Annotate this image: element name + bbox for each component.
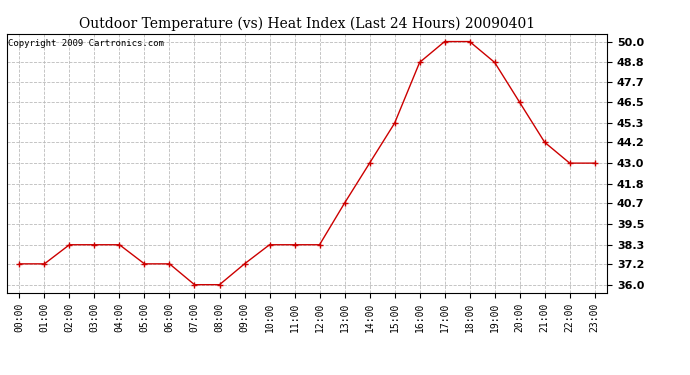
Text: Copyright 2009 Cartronics.com: Copyright 2009 Cartronics.com [8,39,164,48]
Title: Outdoor Temperature (vs) Heat Index (Last 24 Hours) 20090401: Outdoor Temperature (vs) Heat Index (Las… [79,17,535,31]
